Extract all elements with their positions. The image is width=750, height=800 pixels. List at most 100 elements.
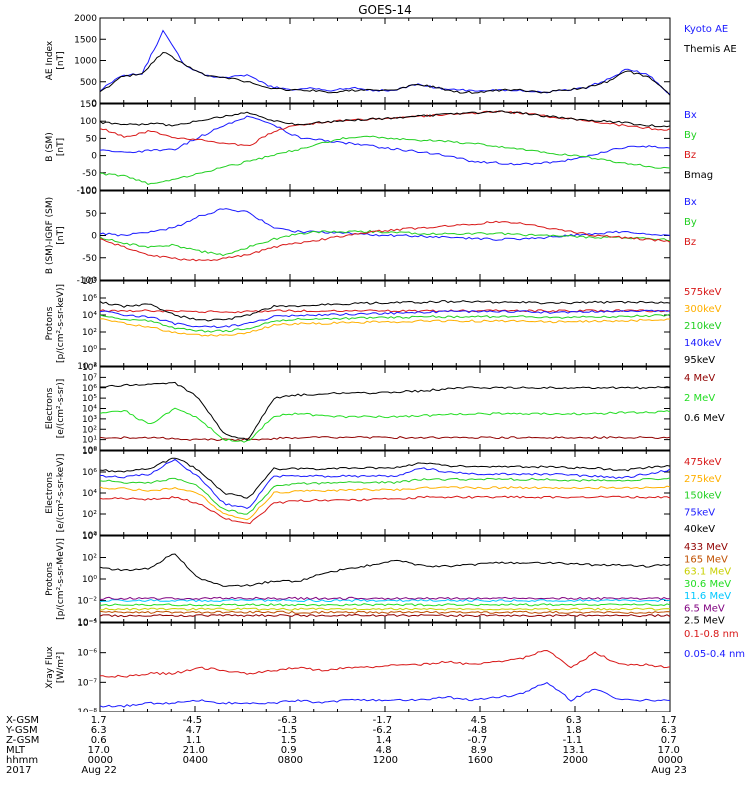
y-axis-label: [p/(cm²-s-sr-MeV)] [56, 538, 66, 620]
y-tick-label: 10⁻⁴ [77, 618, 97, 628]
series-300kev [99, 318, 670, 337]
y-tick-label: 10⁴ [82, 405, 97, 415]
y-axis-label: B (SM) [45, 132, 55, 162]
series-4-mev [99, 436, 671, 442]
footer-row-z-gsm: Z-GSM 0.6 1.1 1.5 1.4 -0.7 -1.1 0.7 [0, 736, 750, 746]
legend-entry: Bx [684, 110, 697, 121]
legend-entry: Bmag [684, 170, 713, 181]
footer-row-x-gsm: X-GSM 1.7 -4.5 -6.3 -1.7 4.5 6.3 1.7 [0, 716, 750, 726]
legend-entry: 0.1-0.8 nm [684, 629, 739, 640]
footer-row-mlt: MLT 17.0 21.0 0.9 4.8 8.9 13.1 17.0 [0, 746, 750, 756]
y-tick-label: 10⁰ [82, 531, 97, 541]
series-2-mev [99, 407, 671, 443]
y-axis-label: Electrons [45, 472, 55, 514]
legend-entry: Bx [684, 197, 697, 208]
footer-value: 0.6 [90, 735, 107, 746]
footer-value: 2000 [562, 755, 589, 766]
legend-entry: 63.1 MeV [684, 567, 731, 578]
legend-entry: 95keV [684, 355, 715, 366]
y-tick-label: -50 [82, 254, 97, 264]
y-axis-label: [e/(cm²-s-sr-keV)] [56, 454, 66, 533]
panel-frame [99, 622, 671, 712]
footer-value: -4.5 [182, 715, 203, 726]
y-tick-label: 0 [91, 99, 97, 109]
series-433-mev [99, 613, 671, 618]
footer-value: 0400 [182, 755, 209, 766]
y-tick-label: 100 [80, 187, 97, 197]
series-6-5-mev [100, 596, 671, 601]
series-0-6-mev [100, 381, 671, 441]
legend-entry: By [684, 130, 697, 141]
y-tick-label: -50 [82, 169, 97, 179]
legend-entry: 275keV [684, 474, 722, 485]
legend-entry: 165 MeV [684, 554, 728, 565]
series-themis-ae [99, 51, 671, 96]
footer-row-label: hhmm [6, 755, 39, 766]
legend-entry: 140keV [684, 338, 722, 349]
series-475kev [99, 495, 671, 525]
y-tick-label: 50 [86, 209, 98, 219]
legend-entry: 6.5 MeV [684, 603, 725, 614]
footer-value: 17.0 [657, 745, 680, 756]
y-axis-label: [nT] [56, 51, 66, 69]
series-63-1-mev [99, 607, 671, 611]
footer-value: -6.2 [372, 725, 393, 736]
y-tick-label: 10⁶ [82, 468, 97, 478]
y-tick-label: 150 [80, 100, 97, 110]
legend-entry: Kyoto AE [684, 24, 728, 35]
y-tick-label: 10⁶ [82, 294, 97, 304]
footer-value: 1.8 [565, 725, 582, 736]
series-bz [99, 220, 671, 262]
y-tick-label: 1500 [74, 35, 97, 45]
series-11-6-mev [99, 598, 671, 603]
y-tick-label: 10⁷ [82, 373, 97, 383]
footer-value: Aug 22 [81, 765, 117, 776]
footer-value: -1.5 [277, 725, 298, 736]
footer-value: -1.1 [562, 735, 583, 746]
y-tick-label: 10⁴ [82, 489, 97, 499]
panel-protons-low: 10⁻² 10⁰ 10² 10⁴ 10⁶ 10⁸ Protons [p/(cm²-s-sr-k… [45, 277, 722, 372]
y-tick-label: 10⁰ [82, 345, 97, 355]
footer-row-label: Y-GSM [6, 725, 38, 736]
series-150kev [99, 477, 671, 515]
footer-value: 1200 [372, 755, 399, 766]
footer-value: 1.7 [90, 715, 107, 726]
legend-entry: 475keV [684, 457, 722, 468]
series-bmag [99, 110, 671, 128]
y-axis-label: [nT] [56, 226, 66, 244]
y-axis-label: [W/m²] [56, 652, 66, 683]
footer-value: 0800 [277, 755, 304, 766]
y-tick-label: 10⁸ [82, 277, 97, 287]
footer-value: -6.3 [277, 715, 298, 726]
y-axis-label: AE Index [45, 40, 55, 80]
legend-entry: 2 MeV [684, 393, 715, 404]
series-165-mev [99, 610, 671, 614]
footer-value: 6.3 [660, 725, 677, 736]
legend-entry: 433 MeV [684, 542, 728, 553]
footer-value: 0.7 [660, 735, 677, 746]
y-tick-label: 2000 [74, 14, 97, 24]
y-tick-label: 10⁶ [82, 384, 97, 394]
footer-value: 1.7 [660, 715, 677, 726]
footer-value: Aug 23 [651, 765, 687, 776]
series-by [99, 135, 671, 185]
footer-value: 21.0 [182, 745, 205, 756]
y-tick-label: 10⁰ [82, 575, 97, 585]
series-by [99, 229, 671, 257]
footer-value: 0000 [87, 755, 114, 766]
y-tick-label: 10⁻⁷ [77, 678, 97, 688]
y-tick-label: 10² [82, 554, 97, 564]
series-bz [99, 110, 671, 147]
y-tick-label: 10⁵ [82, 394, 97, 404]
y-tick-label: 10⁴ [82, 532, 97, 542]
y-tick-label: 1000 [74, 57, 97, 67]
legend-entry: 40keV [684, 524, 715, 535]
legend-entry: 0.05-0.4 nm [684, 649, 745, 660]
y-tick-label: 10³ [82, 415, 97, 425]
y-tick-label: -100 [77, 276, 98, 286]
y-axis-label: Xray Flux [45, 646, 55, 689]
y-tick-label: 10² [82, 425, 97, 435]
y-tick-label: 10² [82, 328, 97, 338]
y-tick-label: 10⁸ [82, 447, 97, 457]
